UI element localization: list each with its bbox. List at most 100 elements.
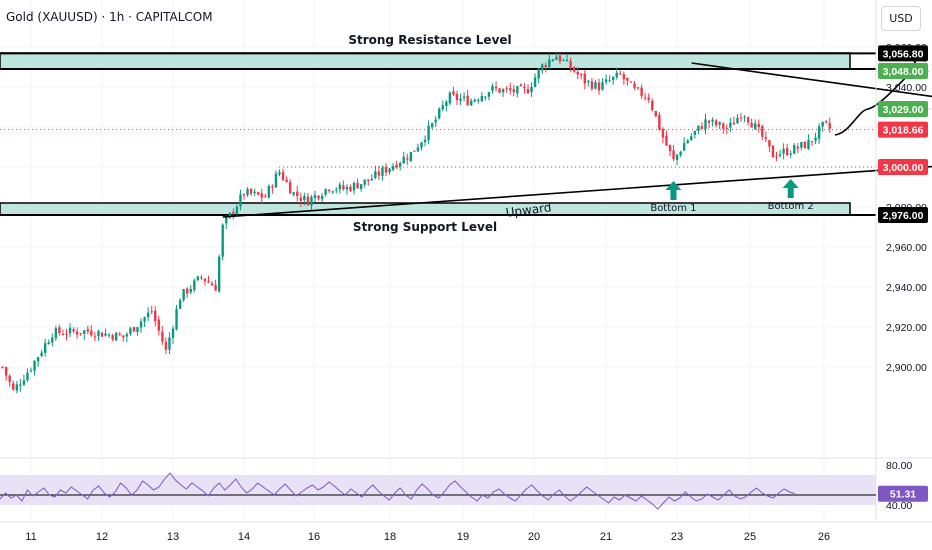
candle-body [157, 319, 160, 331]
candle-body [470, 100, 473, 106]
candle-body [214, 284, 217, 291]
candle-body [558, 55, 562, 62]
candle-body [47, 342, 50, 345]
candle-body [416, 147, 420, 152]
candle-body [825, 121, 828, 123]
candle-body [58, 327, 61, 334]
symbol-title: Gold (XAUUSD) · 1h · CAPITALCOM [6, 10, 213, 24]
candle-body [388, 168, 391, 173]
candle-body [448, 92, 452, 104]
price-label-text: 3,000.00 [883, 162, 924, 174]
candle-body [427, 125, 430, 141]
candle-body [622, 74, 626, 80]
candle-body [154, 310, 157, 322]
candle-body [221, 224, 224, 257]
candle-body [722, 123, 725, 129]
candle-body [15, 384, 18, 391]
candle-body [455, 94, 459, 101]
candle-body [189, 288, 192, 293]
candle-body [679, 151, 682, 156]
candle-body [551, 59, 555, 61]
candle-body [100, 332, 104, 337]
candle-body [111, 335, 114, 340]
candle-body [597, 82, 601, 91]
candle-body [640, 87, 643, 97]
candle-body [700, 126, 704, 129]
candle-body [487, 92, 491, 97]
candle-body [533, 77, 537, 87]
candle-body [409, 152, 413, 162]
candle-body [310, 196, 313, 206]
candle-body [68, 327, 72, 334]
price-tick-label: 2,940.00 [886, 282, 927, 294]
candle-body [210, 283, 214, 286]
candle-body [647, 97, 650, 100]
candle-body [161, 331, 164, 342]
candle-body [615, 72, 618, 78]
candle-body [72, 329, 75, 332]
price-label-text: 3,029.00 [883, 104, 924, 116]
candle-body [257, 192, 260, 195]
candle-body [274, 173, 278, 188]
candle-body [785, 148, 789, 156]
candle-body [249, 188, 253, 194]
candle-body [367, 179, 370, 181]
candle-body [629, 81, 633, 83]
candle-body [175, 308, 178, 330]
candle-body [768, 140, 771, 147]
candle-body [271, 186, 274, 188]
candle-body [612, 76, 615, 81]
candle-body [182, 289, 185, 300]
candle-body [44, 343, 47, 353]
candle-body [494, 86, 498, 89]
currency-button[interactable]: USD [881, 6, 921, 31]
candle-body [377, 171, 381, 176]
candle-body [445, 101, 448, 106]
candle-body [136, 327, 139, 333]
candle-body [441, 105, 444, 110]
price-label-text: 3,018.66 [883, 125, 924, 137]
candle-body [29, 370, 33, 372]
candle-body [335, 189, 338, 191]
candle-body [555, 56, 558, 61]
candle-body [775, 156, 778, 158]
candle-body [821, 121, 824, 127]
candle-body [512, 89, 515, 93]
candle-body [1, 366, 4, 368]
time-tick-label: 14 [238, 531, 250, 543]
candle-body [633, 83, 636, 89]
candle-body [122, 335, 125, 338]
candle-body [438, 108, 441, 119]
candle-body [697, 125, 700, 131]
candle-body [97, 331, 100, 336]
candle-body [79, 333, 82, 335]
candle-body [523, 86, 526, 89]
candle-body [707, 120, 711, 123]
candle-body [505, 88, 508, 90]
candle-body [217, 256, 221, 292]
candle-body [576, 71, 579, 75]
candle-body [754, 123, 757, 129]
candle-body [800, 142, 803, 148]
price-label-badge [878, 101, 928, 117]
bottom2-label: Bottom 2 [768, 201, 814, 212]
candle-body [267, 185, 271, 198]
time-tick-label: 19 [457, 531, 469, 543]
candle-body [253, 191, 256, 194]
candle-body [526, 89, 530, 94]
candle-body [672, 150, 675, 160]
candle-body [288, 182, 292, 194]
candle-body [739, 117, 743, 119]
price-label-badge [878, 45, 928, 62]
candle-body [235, 206, 239, 215]
candle-body [675, 154, 679, 160]
candle-body [384, 166, 388, 173]
candle-body [814, 137, 817, 141]
candle-body [306, 196, 310, 206]
price-tick-label: 2,960.00 [886, 242, 927, 254]
candle-body [399, 162, 402, 167]
price-tick-label: 3,040.00 [886, 82, 927, 94]
candle-body [115, 332, 118, 341]
